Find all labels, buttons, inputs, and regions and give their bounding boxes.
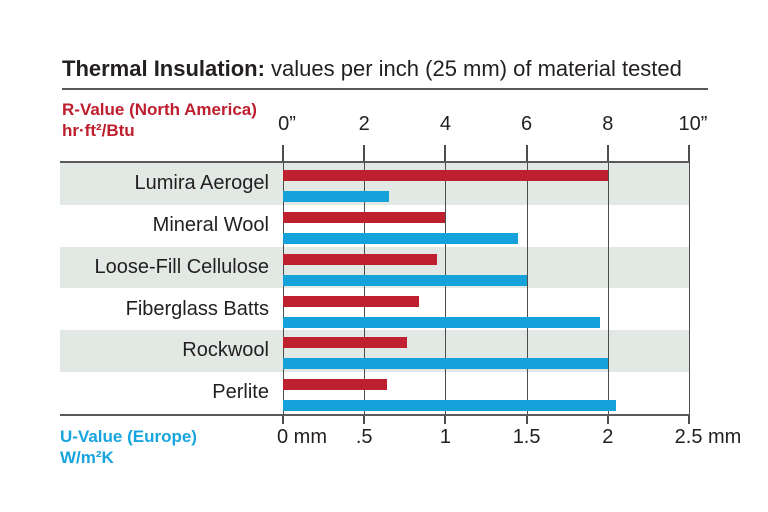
category-label: Perlite	[212, 381, 269, 404]
chart-title: Thermal Insulation: values per inch (25 …	[62, 56, 708, 90]
category-label: Fiberglass Batts	[125, 297, 269, 320]
bottom-tick-label: 1	[439, 426, 451, 448]
bottom-tick	[444, 414, 447, 424]
u-value-bar	[283, 274, 527, 286]
gridline	[283, 163, 284, 414]
top-tick	[525, 145, 528, 163]
top-axis-unit: hr·ft²/Btu	[62, 121, 135, 140]
bottom-axis-title: U-Value (Europe) W/m²K	[60, 426, 197, 468]
top-axis-title: R-Value (North America) hr·ft²/Btu	[62, 99, 257, 141]
top-tick	[606, 145, 609, 163]
top-tick-label: 10”	[678, 113, 708, 135]
bottom-tick-label: .5	[355, 426, 373, 448]
top-tick	[363, 145, 366, 163]
bottom-tick-label: 2	[602, 426, 614, 448]
u-value-bar	[283, 232, 519, 244]
plot-top-border	[60, 161, 689, 163]
gridline	[689, 163, 690, 414]
u-value-bar	[283, 358, 608, 370]
bottom-tick	[606, 414, 609, 424]
r-value-bar	[283, 170, 608, 181]
r-value-bar	[283, 295, 419, 307]
category-label: Rockwool	[182, 339, 269, 362]
bottom-tick	[688, 414, 690, 424]
bottom-tick	[282, 414, 284, 424]
top-tick	[282, 145, 284, 163]
u-value-bar	[283, 191, 389, 202]
r-value-bar	[283, 337, 407, 349]
chart-title-bold: Thermal Insulation:	[62, 56, 265, 81]
r-value-bar	[283, 253, 438, 265]
bottom-tick	[525, 414, 528, 424]
top-axis-name: R-Value (North America)	[62, 100, 257, 119]
category-label: Loose-Fill Cellulose	[94, 255, 269, 278]
bottom-tick-label: 0 mm	[277, 426, 327, 448]
top-tick-label: 4	[439, 113, 451, 135]
top-tick	[688, 145, 690, 163]
r-value-bar	[283, 379, 387, 391]
bottom-axis-line	[60, 414, 690, 416]
gridline	[526, 163, 528, 414]
top-tick-label: 0”	[278, 113, 296, 135]
top-tick-label: 6	[521, 113, 533, 135]
top-tick	[444, 145, 447, 163]
u-value-bar	[283, 316, 600, 328]
bottom-tick	[363, 414, 366, 424]
bottom-tick-label: 1.5	[512, 426, 541, 448]
chart-title-subtitle: values per inch (25 mm) of material test…	[271, 56, 682, 81]
category-label: Lumira Aerogel	[134, 172, 269, 194]
r-value-bar	[283, 211, 446, 223]
gridline	[607, 163, 609, 414]
bottom-axis-name: U-Value (Europe)	[60, 427, 197, 446]
gridline	[445, 163, 447, 414]
gridline	[364, 163, 366, 414]
bottom-tick-label: 2.5 mm	[674, 426, 742, 448]
top-tick-label: 2	[358, 113, 370, 135]
u-value-bar	[283, 400, 616, 412]
bottom-axis-unit: W/m²K	[60, 448, 114, 467]
category-label: Mineral Wool	[152, 213, 269, 236]
top-tick-label: 8	[602, 113, 614, 135]
